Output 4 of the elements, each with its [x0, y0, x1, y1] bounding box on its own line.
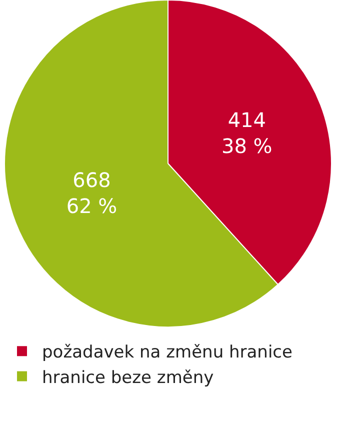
legend-label: požadavek na změnu hranice [42, 342, 292, 363]
legend-label: hranice beze změny [42, 368, 214, 388]
data-label: 668 62 % [66, 168, 118, 218]
data-label: 414 38 % [222, 108, 272, 158]
